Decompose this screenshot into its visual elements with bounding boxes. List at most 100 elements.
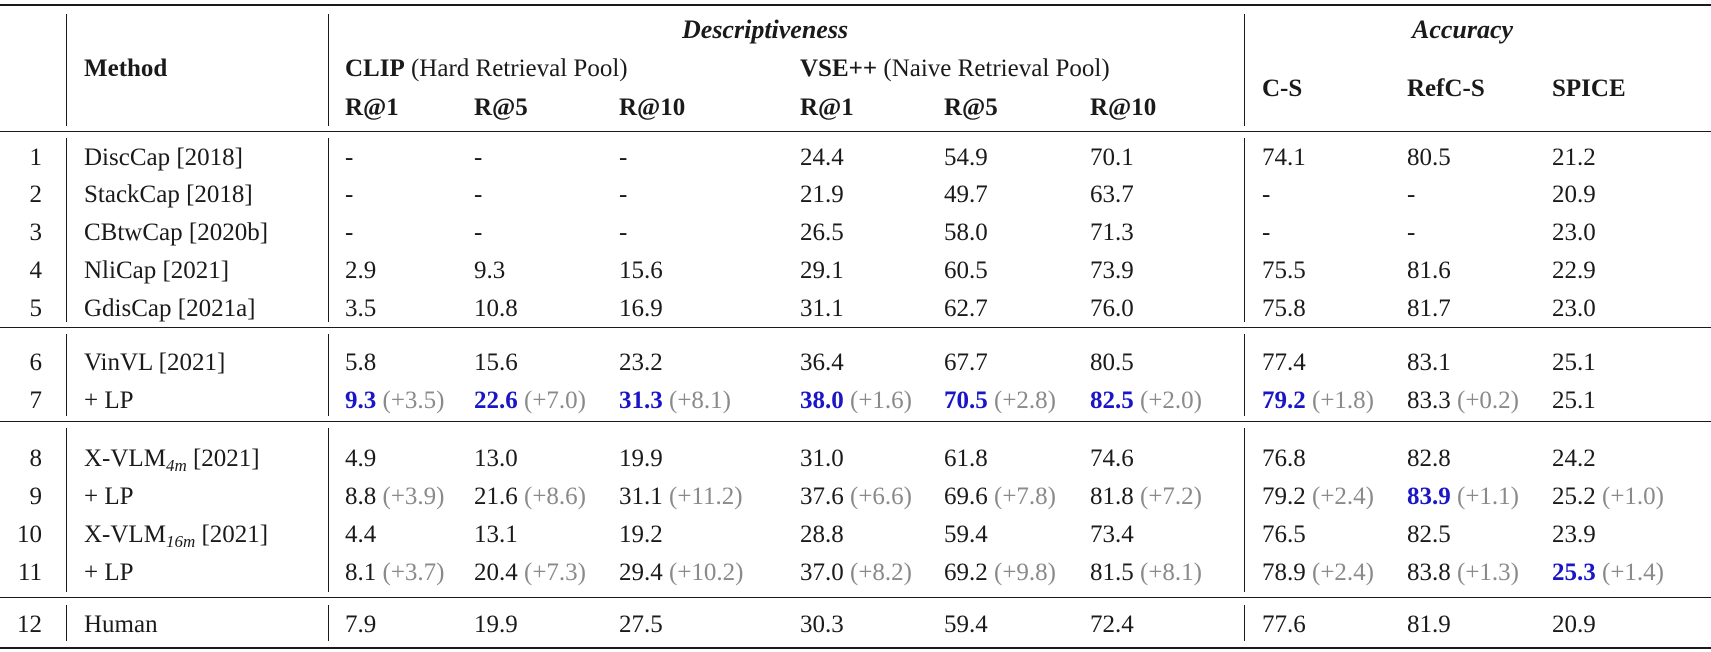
cell-value: 36.4	[800, 349, 844, 376]
method-citation: [2021]	[195, 521, 269, 548]
table-cell: 19.2	[619, 522, 663, 547]
cell-value: 31.1	[619, 483, 663, 510]
table-cell: 19.9	[474, 612, 518, 637]
row-index: 1	[29, 144, 43, 171]
table-cell: 26.5	[800, 220, 844, 245]
cell-value: 29.1	[800, 257, 844, 284]
row-index: 10	[17, 521, 42, 548]
cell-value: 15.6	[619, 257, 663, 284]
table-cell: 73.9	[1090, 258, 1134, 283]
col-sep-method	[328, 334, 329, 416]
delta-value: (+8.1)	[662, 387, 731, 414]
table-cell: 29.4 (+10.2)	[619, 560, 744, 585]
cell-value: 81.9	[1407, 611, 1451, 638]
cell-value: 69.6	[944, 483, 988, 510]
cell-value: 19.2	[619, 521, 663, 548]
table-cell: 21.2	[1552, 145, 1596, 170]
method-name: DiscCap [2018]	[84, 145, 243, 170]
cell-value: -	[474, 219, 483, 246]
row-index: 4	[29, 257, 43, 284]
header-vse-r5: R@5	[944, 94, 998, 121]
col-sep-index	[66, 14, 67, 126]
table-cell: 27.5	[619, 612, 663, 637]
cell-value: 31.1	[800, 295, 844, 322]
cell-value: 69.2	[944, 559, 988, 586]
cell-value: 76.8	[1262, 445, 1306, 472]
table-cell: 67.7	[944, 350, 988, 375]
method-name-text: NliCap [2021]	[84, 257, 230, 284]
method-name-text: VinVL [2021]	[84, 349, 226, 376]
table-cell: 21.6 (+8.6)	[474, 484, 586, 509]
table-cell: 20.4 (+7.3)	[474, 560, 586, 585]
delta-value: (+0.2)	[1450, 387, 1519, 414]
cell-value: 60.5	[944, 257, 988, 284]
table-cell: 22.9	[1552, 258, 1596, 283]
row-index: 7	[29, 387, 43, 414]
cell-value: 23.0	[1552, 219, 1596, 246]
cell-value: -	[1407, 181, 1416, 208]
cell-value: 30.3	[800, 611, 844, 638]
table-cell: 31.1	[800, 296, 844, 321]
method-name: + LP	[84, 560, 134, 585]
table-cell: 81.5 (+8.1)	[1090, 560, 1202, 585]
cell-value: 73.4	[1090, 521, 1134, 548]
cell-value: 54.9	[944, 144, 988, 171]
best-value: 25.3	[1552, 559, 1596, 586]
table-cell: 23.2	[619, 350, 663, 375]
cell-value: 22.9	[1552, 257, 1596, 284]
table-cell: 74.1	[1262, 145, 1306, 170]
delta-value: (+7.0)	[517, 387, 586, 414]
table-cell: 3.5	[345, 296, 376, 321]
table-cell: 20.9	[1552, 182, 1596, 207]
method-name-text: + LP	[84, 483, 134, 510]
cell-value: 49.7	[944, 181, 988, 208]
table-cell: 70.1	[1090, 145, 1134, 170]
table-cell: 69.6 (+7.8)	[944, 484, 1056, 509]
col-sep-index	[66, 428, 67, 592]
header-vse-r1: R@1	[800, 94, 854, 121]
cell-value: 37.6	[800, 483, 844, 510]
table-cell: 30.3	[800, 612, 844, 637]
group-title-accuracy: Accuracy	[1412, 15, 1514, 44]
vse-label: VSE++	[800, 55, 878, 82]
best-value: 31.3	[619, 387, 663, 414]
delta-value: (+8.2)	[843, 559, 912, 586]
cell-value: -	[345, 181, 354, 208]
table-cell: 63.7	[1090, 182, 1134, 207]
cell-value: 67.7	[944, 349, 988, 376]
table-cell: 36.4	[800, 350, 844, 375]
table-cell: 80.5	[1407, 145, 1451, 170]
cell-value: -	[619, 181, 628, 208]
table-cell: 31.1 (+11.2)	[619, 484, 743, 509]
table-cell: -	[1407, 220, 1415, 245]
best-value: 82.5	[1090, 387, 1134, 414]
cell-value: 21.6	[474, 483, 518, 510]
cell-value: 5.8	[345, 349, 377, 376]
cell-value: 25.2	[1552, 483, 1596, 510]
cell-value: 20.4	[474, 559, 518, 586]
table-cell: 69.2 (+9.8)	[944, 560, 1056, 585]
row-index: 3	[29, 219, 43, 246]
clip-label: CLIP	[345, 55, 405, 82]
table-cell: 82.5	[1407, 522, 1451, 547]
method-name: + LP	[84, 484, 134, 509]
delta-value: (+3.9)	[376, 483, 445, 510]
header-clip-r5: R@5	[474, 94, 528, 121]
method-name: GdisCap [2021a]	[84, 296, 256, 321]
cell-value: 8.8	[345, 483, 377, 510]
col-sep-index	[66, 138, 67, 322]
top-rule	[0, 4, 1711, 6]
table-cell: 61.8	[944, 446, 988, 471]
table-cell: 81.8 (+7.2)	[1090, 484, 1202, 509]
cell-value: 16.9	[619, 295, 663, 322]
table-cell: 76.5	[1262, 522, 1306, 547]
method-name: NliCap [2021]	[84, 258, 229, 283]
cell-value: -	[474, 181, 483, 208]
method-subscript: 4m	[165, 456, 187, 475]
table-cell: 77.6	[1262, 612, 1306, 637]
table-cell: 28.8	[800, 522, 844, 547]
row-index: 9	[29, 483, 43, 510]
cell-value: 81.5	[1090, 559, 1134, 586]
cell-value: 59.4	[944, 521, 988, 548]
